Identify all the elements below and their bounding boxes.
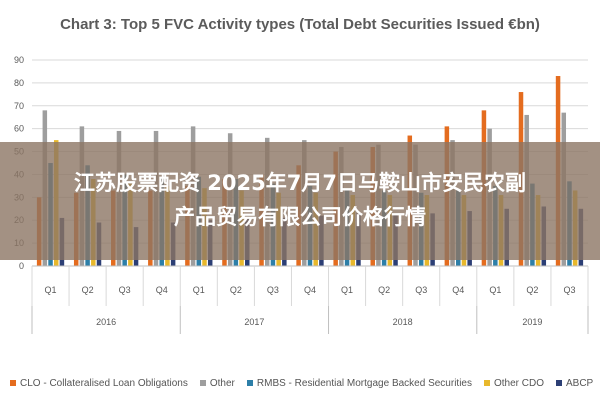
year-group-label: 2019 [522, 317, 542, 327]
x-tick-label: Q2 [230, 285, 242, 295]
overlay-line-1: 江苏股票配资 2025年7月7日马鞍山市安民农副 [74, 171, 526, 195]
overlay-line-2: 产品贸易有限公司价格行情 [174, 205, 426, 229]
legend-swatch [483, 380, 490, 387]
legend-swatch [556, 380, 562, 387]
year-groups: 2016 2017 2018 2019 [31, 306, 589, 334]
legend-swatch [199, 380, 206, 387]
overlay-text: 江苏股票配资 2025年7月7日马鞍山市安民农副 产品贸易有限公司价格行情 [0, 166, 600, 234]
legend-label: CLO - Collateralised Loan Obligations [20, 378, 188, 389]
x-tick-label: Q3 [563, 285, 575, 295]
y-tick-label: 90 [14, 55, 24, 65]
x-tick-label: Q2 [526, 285, 538, 295]
x-tick-label: Q2 [378, 285, 390, 295]
year-group-label: 2016 [96, 317, 116, 327]
legend-swatch [246, 380, 253, 387]
x-axis-ticks: Q1 Q2 Q3 Q4 Q1 Q2 Q3 Q4 Q1 Q2 Q3 Q4 Q1 Q2 Q3 [31, 265, 589, 306]
x-tick-label: Q2 [82, 285, 94, 295]
x-tick-label: Q1 [45, 285, 57, 295]
chart-legend: CLO - Collateralised Loan Obligations Oth… [10, 378, 600, 394]
legend-entry: Other CDO [483, 378, 544, 389]
chart-title: Chart 3: Top 5 FVC Activity types (Total… [60, 16, 540, 33]
legend-label: RMBS - Residential Mortgage Backed Secur… [256, 378, 472, 389]
x-tick-label: Q3 [415, 285, 427, 295]
legend-label: Other [209, 378, 235, 389]
legend-swatch [10, 380, 16, 387]
legend-entry: RMBS - Residential Mortgage Backed Secur… [246, 378, 472, 389]
y-tick-label: 80 [14, 78, 24, 88]
x-tick-label: Q1 [489, 285, 501, 295]
x-tick-label: Q3 [267, 285, 279, 295]
x-tick-label: Q4 [452, 285, 464, 295]
overlay-banner [0, 142, 600, 260]
x-tick-label: Q1 [341, 285, 353, 295]
y-tick-label: 70 [14, 101, 24, 111]
year-group-label: 2017 [244, 317, 264, 327]
legend-label: ABCP [566, 378, 594, 389]
legend-entry: CLO - Collateralised Loan Obligations [10, 378, 188, 389]
legend-entry: Other [199, 378, 235, 389]
year-group-label: 2018 [393, 317, 413, 327]
x-tick-label: Q4 [304, 285, 316, 295]
legend-label: Other CDO [493, 378, 544, 389]
legend-entry: ABCP [556, 378, 593, 389]
x-tick-label: Q3 [119, 285, 131, 295]
x-tick-label: Q4 [156, 285, 168, 295]
y-tick-label: 0 [19, 261, 24, 271]
y-tick-label: 60 [14, 124, 24, 134]
x-tick-label: Q1 [193, 285, 205, 295]
